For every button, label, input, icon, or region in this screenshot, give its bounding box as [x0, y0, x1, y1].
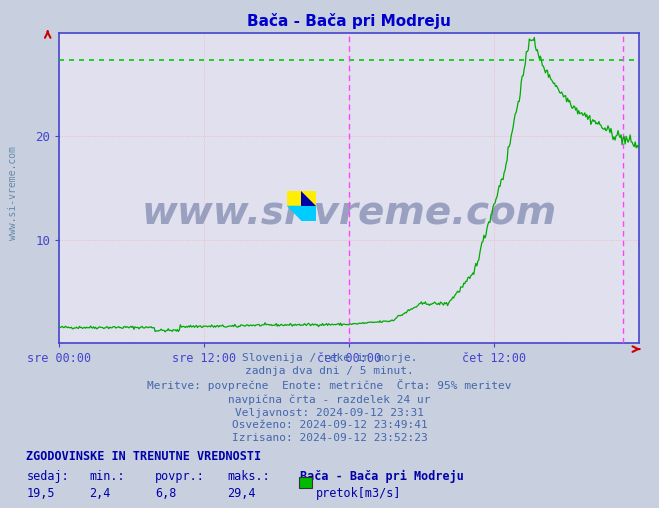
Text: povpr.:: povpr.: [155, 470, 205, 483]
Text: 2,4: 2,4 [89, 487, 110, 500]
Polygon shape [287, 206, 316, 221]
Text: 19,5: 19,5 [26, 487, 55, 500]
Text: 6,8: 6,8 [155, 487, 176, 500]
Text: 29,4: 29,4 [227, 487, 256, 500]
Text: www.si-vreme.com: www.si-vreme.com [142, 194, 557, 232]
Bar [302, 206, 316, 221]
Text: min.:: min.: [89, 470, 125, 483]
Text: maks.:: maks.: [227, 470, 270, 483]
Text: pretok[m3/s]: pretok[m3/s] [316, 487, 402, 500]
Text: ZGODOVINSKE IN TRENUTNE VREDNOSTI: ZGODOVINSKE IN TRENUTNE VREDNOSTI [26, 450, 262, 463]
Text: Slovenija / reke in morje.
zadnja dva dni / 5 minut.
Meritve: povprečne  Enote: : Slovenija / reke in morje. zadnja dva dn… [147, 353, 512, 443]
Text: sedaj:: sedaj: [26, 470, 69, 483]
Text: Bača - Bača pri Modreju: Bača - Bača pri Modreju [300, 470, 464, 483]
Text: www.si-vreme.com: www.si-vreme.com [8, 146, 18, 240]
Polygon shape [302, 190, 316, 206]
Bar [287, 190, 302, 206]
Title: Bača - Bača pri Modreju: Bača - Bača pri Modreju [247, 13, 451, 29]
Bar [302, 190, 316, 206]
